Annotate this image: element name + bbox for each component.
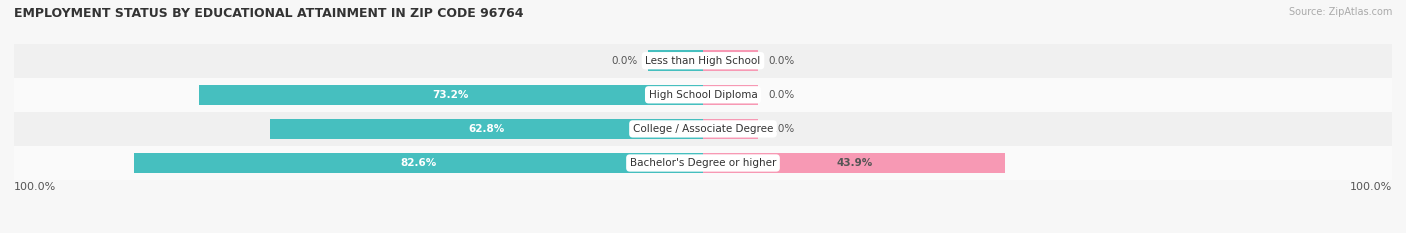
Bar [648, 51, 703, 71]
Text: 0.0%: 0.0% [769, 56, 794, 66]
Bar [134, 153, 703, 173]
Bar [703, 119, 758, 139]
Text: 0.0%: 0.0% [769, 124, 794, 134]
Text: 43.9%: 43.9% [837, 158, 872, 168]
Bar [703, 153, 1005, 173]
Text: 100.0%: 100.0% [14, 182, 56, 192]
Text: College / Associate Degree: College / Associate Degree [633, 124, 773, 134]
Text: 100.0%: 100.0% [1350, 182, 1392, 192]
Text: 82.6%: 82.6% [401, 158, 437, 168]
Bar [0, 78, 1406, 112]
Text: High School Diploma: High School Diploma [648, 90, 758, 100]
Text: Less than High School: Less than High School [645, 56, 761, 66]
Bar [703, 85, 758, 105]
Text: Source: ZipAtlas.com: Source: ZipAtlas.com [1288, 7, 1392, 17]
Text: 0.0%: 0.0% [612, 56, 637, 66]
Bar [270, 119, 703, 139]
Bar [0, 44, 1406, 78]
Text: 0.0%: 0.0% [769, 90, 794, 100]
Bar [703, 51, 758, 71]
Text: 62.8%: 62.8% [468, 124, 505, 134]
Bar [0, 112, 1406, 146]
Bar [198, 85, 703, 105]
Bar [0, 146, 1406, 180]
Text: Bachelor's Degree or higher: Bachelor's Degree or higher [630, 158, 776, 168]
Text: EMPLOYMENT STATUS BY EDUCATIONAL ATTAINMENT IN ZIP CODE 96764: EMPLOYMENT STATUS BY EDUCATIONAL ATTAINM… [14, 7, 523, 20]
Text: 73.2%: 73.2% [433, 90, 470, 100]
